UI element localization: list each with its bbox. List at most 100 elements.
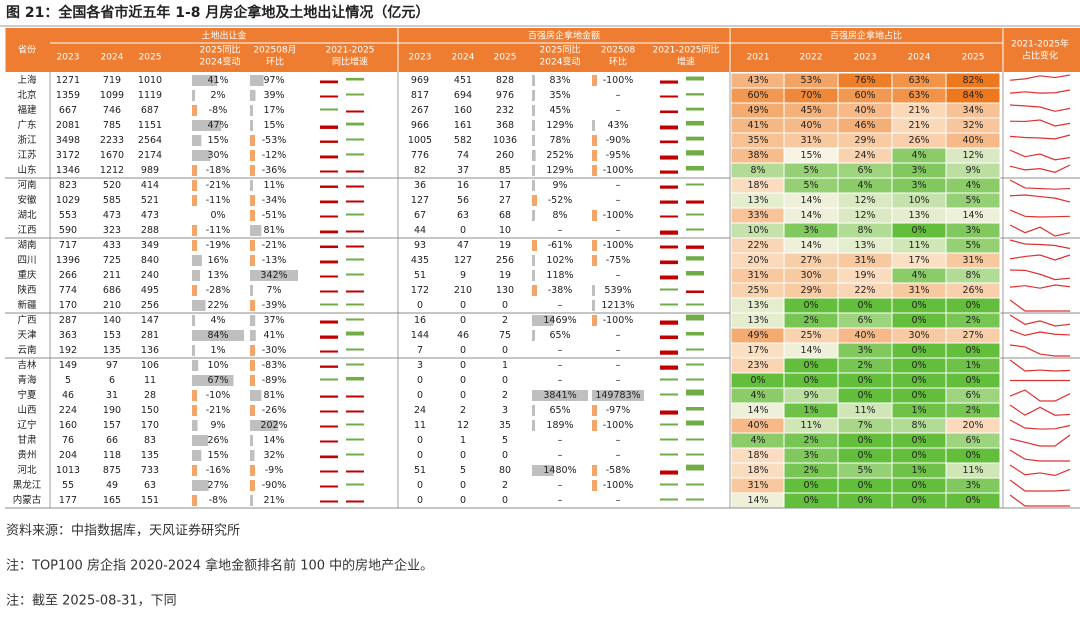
- cell: 63: [144, 480, 156, 491]
- footnote: 注：截至 2025-08-31，下同: [6, 594, 177, 609]
- cell: –: [616, 330, 621, 341]
- cell: 65%: [549, 405, 570, 416]
- data-bar: [192, 315, 195, 326]
- cell: 43%: [607, 120, 628, 131]
- data-bar: [250, 210, 255, 221]
- cell: 15%: [263, 120, 284, 131]
- data-bar: [250, 495, 253, 506]
- header-col: 2024变动: [200, 56, 241, 68]
- cell: -11%: [206, 225, 231, 236]
- cell: 15%: [800, 150, 821, 161]
- cell: 14%: [747, 495, 768, 506]
- cell: 0: [417, 450, 423, 461]
- spark-bar: [660, 378, 678, 381]
- spark-bar: [660, 438, 678, 441]
- data-bar: [532, 390, 588, 401]
- cell: 47%: [207, 120, 228, 131]
- cell: –: [616, 495, 621, 506]
- cell: 2%: [210, 90, 225, 101]
- cell: -28%: [206, 285, 231, 296]
- cell: 1213%: [601, 300, 634, 311]
- cell: -100%: [603, 75, 634, 86]
- data-bar: [192, 330, 244, 341]
- cell: 256: [141, 300, 159, 311]
- spark-bar: [346, 363, 364, 366]
- spark-bar: [320, 425, 338, 428]
- cell: 17%: [747, 345, 768, 356]
- cell: 287: [59, 315, 77, 326]
- spark-bar: [686, 213, 704, 216]
- cell: 667: [59, 105, 77, 116]
- cell: –: [616, 345, 621, 356]
- cell: 8%: [857, 225, 872, 236]
- cell: 31: [106, 390, 118, 401]
- data-bar: [592, 405, 597, 416]
- data-bar: [250, 195, 255, 206]
- cell: 177: [59, 495, 77, 506]
- cell: 31%: [800, 135, 821, 146]
- spark-bar: [346, 331, 364, 336]
- cell: 1005: [408, 135, 432, 146]
- cell: 0: [460, 390, 466, 401]
- data-bar: [532, 135, 535, 146]
- cell: 0: [417, 480, 423, 491]
- spark-bar: [660, 110, 678, 114]
- province: 北京: [17, 89, 36, 101]
- cell: 11%: [854, 405, 875, 416]
- province: 青海: [17, 374, 37, 386]
- cell: 0: [460, 345, 466, 356]
- cell: 1480%: [543, 465, 576, 476]
- cell: 97%: [263, 75, 284, 86]
- cell: 84%: [962, 90, 983, 101]
- spark-bar: [686, 136, 704, 141]
- header-col: 2025同比: [200, 44, 241, 56]
- spark-bar: [686, 438, 704, 441]
- data-bar: [250, 465, 255, 476]
- cell: 22%: [747, 240, 768, 251]
- cell: 875: [103, 465, 121, 476]
- spark-bar: [660, 200, 678, 204]
- data-bar: [250, 165, 255, 176]
- cell: 13%: [908, 210, 929, 221]
- data-bar: [250, 480, 255, 491]
- cell: 342%: [260, 270, 287, 281]
- province: 江苏: [17, 149, 37, 161]
- cell: -16%: [206, 465, 231, 476]
- cell: –: [616, 180, 621, 191]
- cell: 6%: [857, 165, 872, 176]
- share-sparkline: [1009, 89, 1071, 94]
- spark-bar: [320, 140, 338, 143]
- cell: 1%: [911, 465, 926, 476]
- spark-bar: [660, 140, 678, 144]
- cell: 36: [414, 180, 426, 191]
- province: 山东: [17, 164, 36, 176]
- spark-bar: [346, 410, 364, 413]
- share-sparkline: [1009, 299, 1070, 312]
- cell: 31%: [747, 480, 768, 491]
- cell: 288: [141, 225, 159, 236]
- cell: 0%: [803, 480, 818, 491]
- cell: 14%: [263, 435, 284, 446]
- cell: 686: [103, 285, 121, 296]
- spark-bar: [320, 440, 338, 443]
- spark-bar: [660, 335, 678, 340]
- cell: 3%: [911, 180, 926, 191]
- cell: 0%: [803, 495, 818, 506]
- cell: 49%: [747, 105, 768, 116]
- cell: 78%: [549, 135, 570, 146]
- cell: 40%: [800, 120, 821, 131]
- cell: 20%: [962, 420, 983, 431]
- cell: 13%: [747, 300, 768, 311]
- cell: -8%: [209, 105, 228, 116]
- header-col: 2025同比: [540, 44, 581, 56]
- cell: 15%: [207, 135, 228, 146]
- cell: 2%: [803, 315, 818, 326]
- data-bar: [192, 120, 222, 131]
- cell: 18%: [747, 450, 768, 461]
- cell: 0%: [911, 435, 926, 446]
- cell: 3498: [56, 135, 80, 146]
- cell: –: [558, 360, 563, 371]
- cell: 14%: [747, 405, 768, 416]
- cell: 66: [106, 435, 118, 446]
- cell: 40%: [747, 420, 768, 431]
